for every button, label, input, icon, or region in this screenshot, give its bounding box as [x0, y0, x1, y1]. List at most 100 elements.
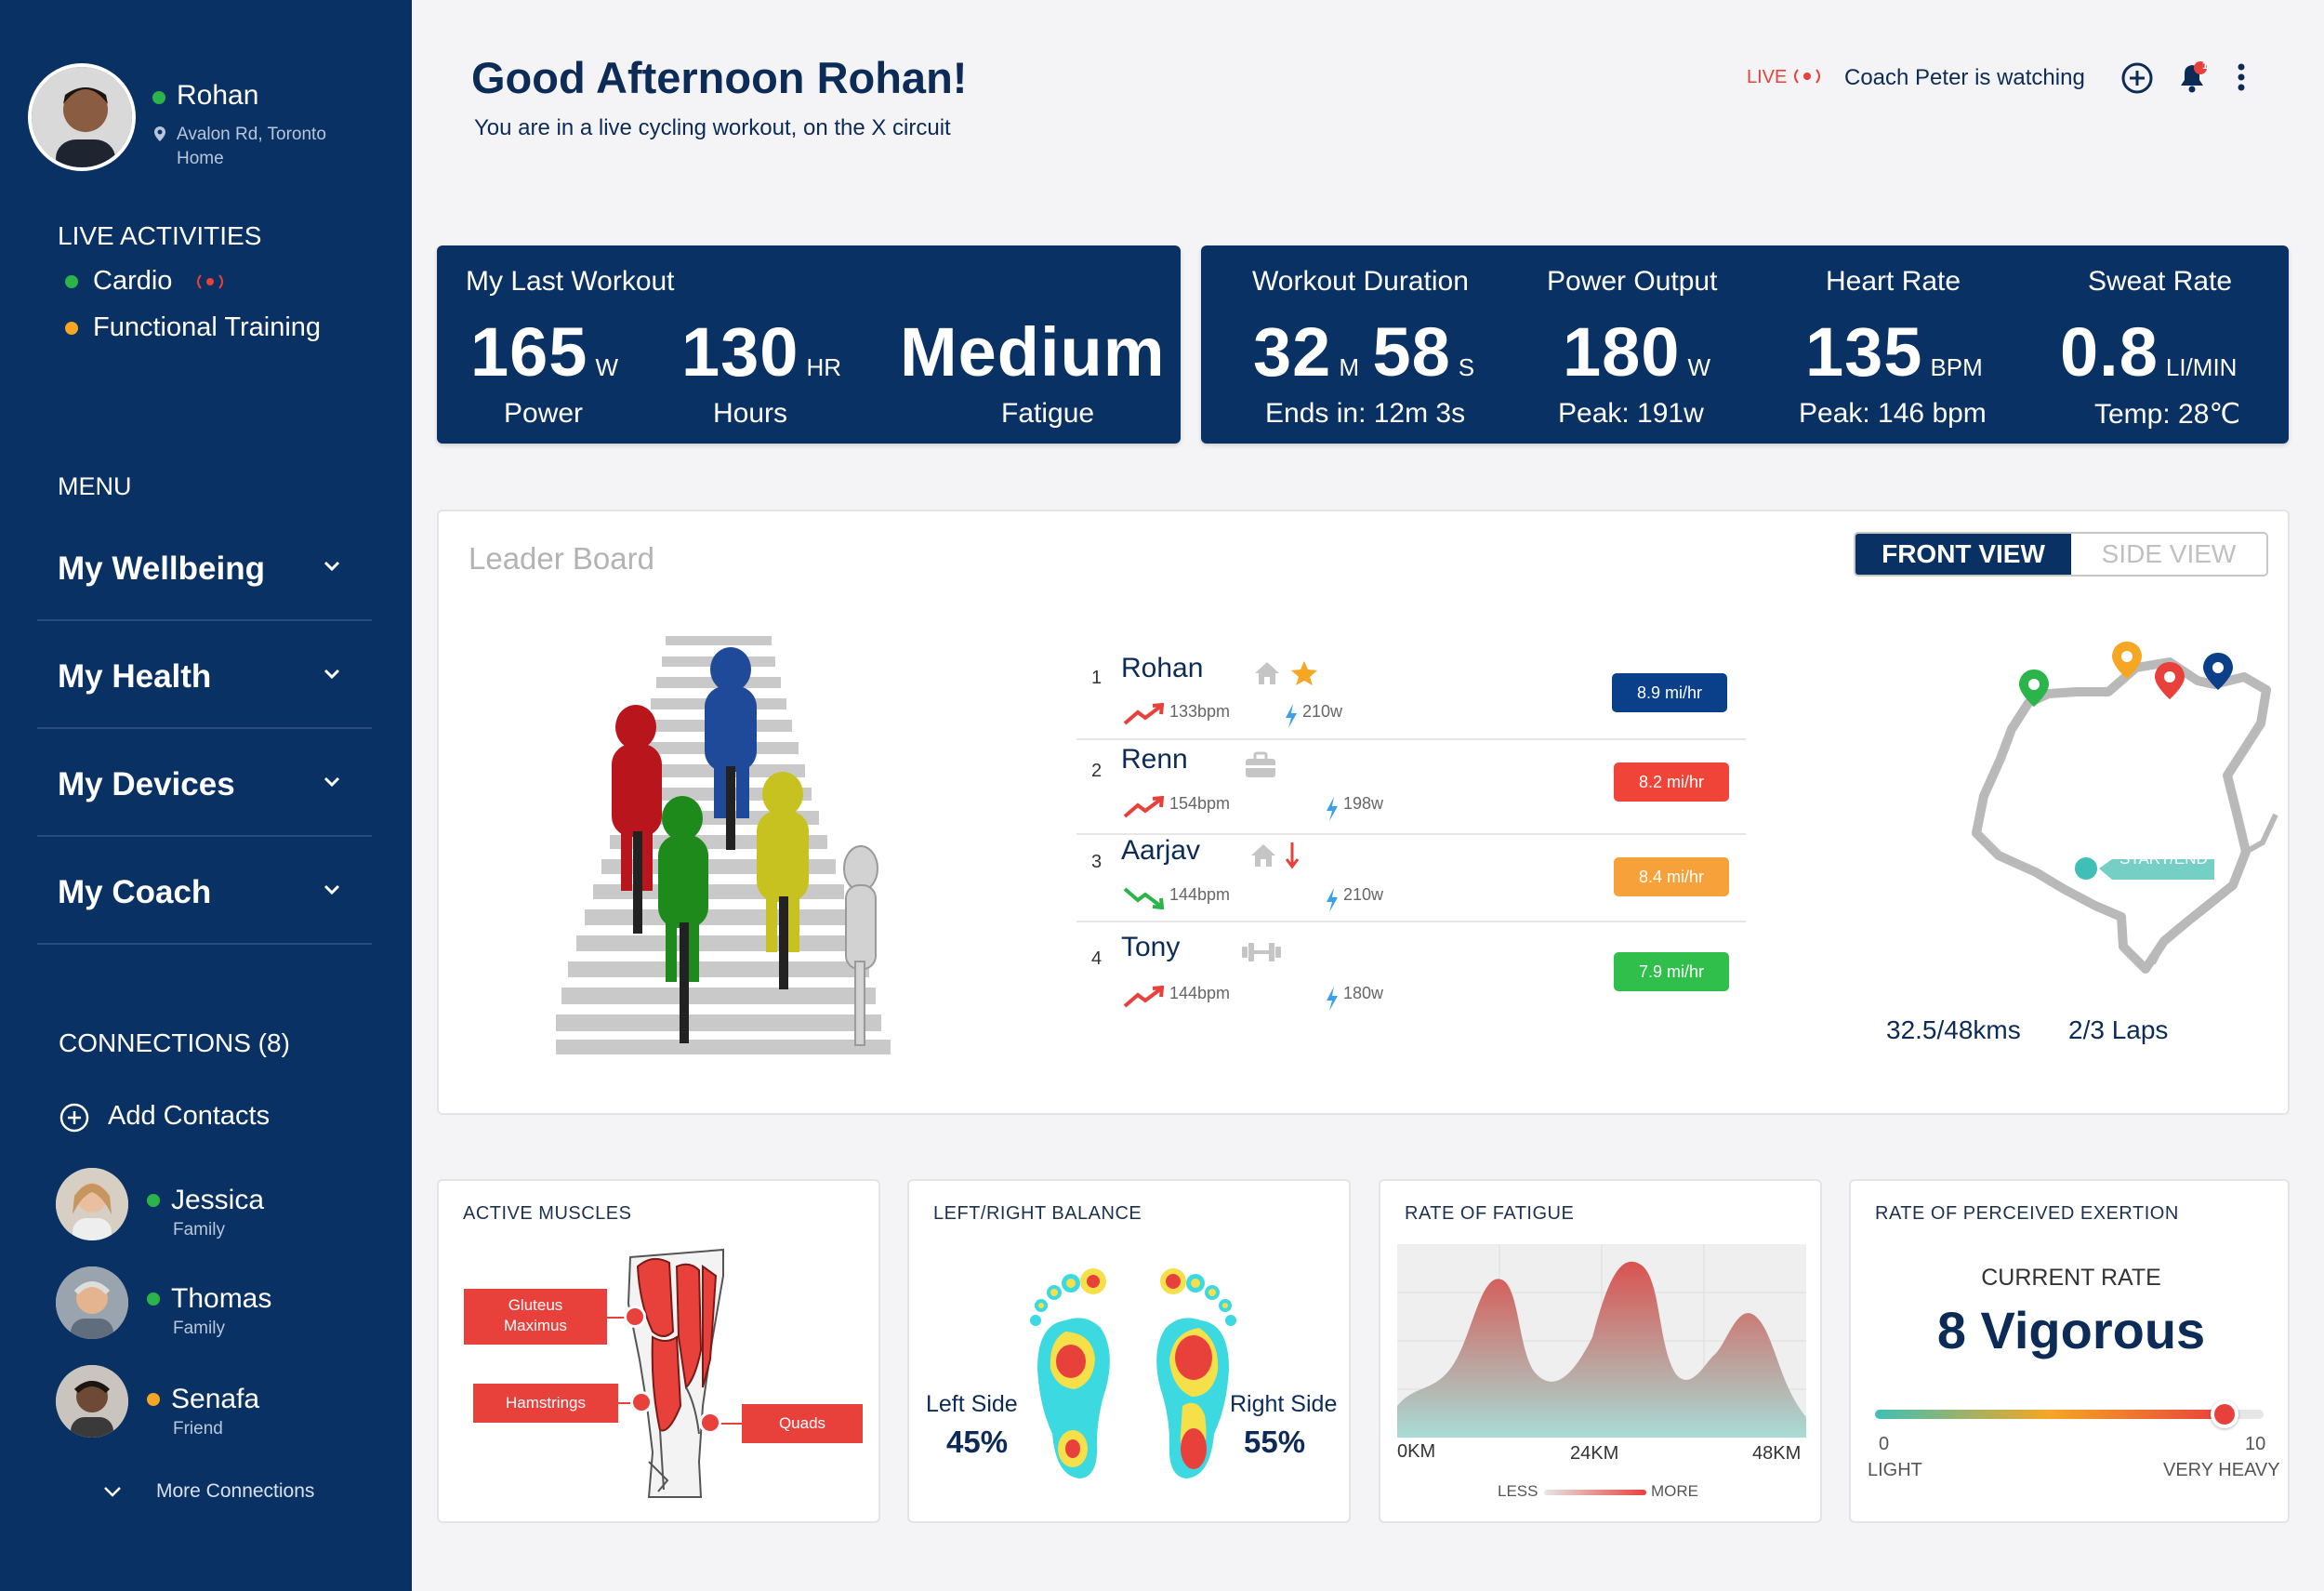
- leaderboard-card: Leader Board FRONT VIEW SIDE VIEW: [437, 510, 2290, 1115]
- exertion-title: RATE OF PERCEIVED EXERTION: [1875, 1203, 2179, 1224]
- contact-relation: Friend: [173, 1419, 223, 1439]
- current-rate-value: 8 Vigorous: [1936, 1301, 2206, 1359]
- duration-minutes-unit: M: [1339, 353, 1359, 381]
- connections-heading: CONNECTIONS (8): [59, 1028, 290, 1057]
- contact-name[interactable]: Thomas: [171, 1283, 272, 1314]
- rider-name[interactable]: Renn: [1121, 744, 1188, 775]
- leg-muscle-illustration: [627, 1248, 724, 1498]
- fatigue-area-chart: [1397, 1244, 1806, 1438]
- x-tick: 48KM: [1752, 1443, 1802, 1464]
- chevron-down-icon: [324, 561, 340, 572]
- menu-label: My Coach: [58, 874, 212, 910]
- more-vertical-icon[interactable]: [2234, 60, 2249, 95]
- chevron-down-icon[interactable]: [100, 1482, 125, 1501]
- rider-name[interactable]: Tony: [1121, 932, 1181, 962]
- sweat-rate-value: 0.8 LI/MIN: [2060, 312, 2237, 391]
- power-output-footer: Peak: 191w: [1558, 398, 1704, 429]
- chevron-down-icon: [324, 884, 340, 895]
- rider-watts: 210w: [1302, 702, 1343, 721]
- last-workout-power: 165 W: [470, 312, 619, 391]
- exertion-card: RATE OF PERCEIVED EXERTION CURRENT RATE …: [1849, 1179, 2290, 1523]
- menu-my-wellbeing[interactable]: My Wellbeing: [37, 513, 372, 621]
- menu-my-devices[interactable]: My Devices: [37, 729, 372, 837]
- rider-bpm: 133bpm: [1169, 702, 1231, 721]
- contact-avatar-jessica[interactable]: [56, 1168, 128, 1240]
- quads-label[interactable]: Quads: [742, 1404, 863, 1443]
- live-broadcast-icon: [1794, 69, 1820, 84]
- main-content: Good Afternoon Rohan! You are in a live …: [412, 0, 2324, 1591]
- notification-count: 1: [2201, 60, 2209, 72]
- right-foot-heatmap: [1156, 1268, 1236, 1478]
- dumbbell-icon: [1242, 943, 1281, 961]
- active-muscles-card: ACTIVE MUSCLES Gluteus Maximus Hamstring…: [437, 1179, 880, 1523]
- fatigue-card: RATE OF FATIGUE 0KM 24KM 48KM LESS MORE: [1379, 1179, 1822, 1523]
- leaderboard-title: Leader Board: [469, 541, 654, 576]
- live-stats-card: Workout Duration 32 M 58 S Ends in: 12m 3s…: [1201, 245, 2289, 444]
- track-laps: 2/3 Laps: [2068, 1015, 2169, 1044]
- track-distance: 32.5/48kms: [1886, 1015, 2021, 1044]
- contact-avatar-senafa[interactable]: [56, 1365, 128, 1438]
- contact-avatar-thomas[interactable]: [56, 1266, 128, 1339]
- lightning-icon: [1327, 797, 1338, 821]
- duration-seconds: 58: [1372, 313, 1451, 391]
- row-divider: [1076, 833, 1746, 835]
- last-workout-title: My Last Workout: [466, 266, 675, 297]
- exertion-slider-fill: [1875, 1410, 2225, 1419]
- rider-name[interactable]: Aarjav: [1121, 835, 1201, 866]
- exertion-slider-track[interactable]: [1875, 1400, 2264, 1428]
- sweat-rate-title: Sweat Rate: [2088, 266, 2233, 297]
- power-label: Power: [504, 398, 584, 429]
- lightning-icon: [1327, 888, 1338, 912]
- contact-name[interactable]: Senafa: [171, 1384, 260, 1414]
- contact-name[interactable]: Jessica: [171, 1185, 265, 1215]
- heart-rate-value: 135 BPM: [1805, 312, 1983, 391]
- slider-max-label: VERY HEAVY: [2163, 1460, 2280, 1480]
- rider-bpm: 154bpm: [1169, 794, 1231, 813]
- map-pin-icon: [2203, 653, 2233, 690]
- page-title: Good Afternoon Rohan!: [471, 53, 968, 102]
- trend-up-icon: [1123, 986, 1165, 1008]
- map-pin-icon: [2155, 662, 2185, 699]
- rank-number: 1: [1091, 668, 1103, 688]
- muscle-marker: [699, 1412, 721, 1434]
- front-view-tab[interactable]: FRONT VIEW: [1855, 534, 2071, 575]
- user-location: Avalon Rd, Toronto: [177, 125, 326, 144]
- slider-min: 0: [1879, 1434, 1890, 1454]
- rank-number: 3: [1091, 852, 1103, 872]
- live-indicator: LIVE: [1747, 67, 1788, 87]
- rider-watts: 180w: [1343, 984, 1384, 1002]
- gluteus-label[interactable]: Gluteus Maximus: [464, 1289, 607, 1345]
- live-item-functional[interactable]: Functional Training: [93, 312, 322, 342]
- arrow-down-icon: [1285, 842, 1300, 869]
- add-icon[interactable]: [2120, 61, 2154, 95]
- coach-status: Coach Peter is watching: [1844, 65, 2085, 90]
- legend-more: MORE: [1651, 1482, 1698, 1500]
- contact-status-dot: [147, 1293, 160, 1306]
- user-name: Rohan: [177, 80, 259, 111]
- slider-max: 10: [2245, 1434, 2266, 1454]
- view-toggle: FRONT VIEW SIDE VIEW: [1854, 532, 2268, 577]
- muscle-connector: [607, 1317, 635, 1319]
- fatigue-legend-gradient: [1544, 1490, 1646, 1495]
- rider-speed-badge: 7.9 mi/hr: [1614, 952, 1729, 991]
- hamstrings-label[interactable]: Hamstrings: [473, 1384, 618, 1423]
- user-avatar[interactable]: [28, 63, 136, 171]
- duration-seconds-unit: S: [1458, 353, 1475, 381]
- rider-watts: 198w: [1343, 794, 1384, 813]
- trend-up-icon: [1123, 796, 1165, 818]
- notification-bell-icon[interactable]: [2173, 60, 2211, 97]
- menu-my-coach[interactable]: My Coach: [37, 837, 372, 945]
- x-tick: 0KM: [1397, 1441, 1436, 1462]
- live-item-cardio[interactable]: Cardio: [93, 266, 173, 296]
- add-circle-icon[interactable]: [59, 1103, 89, 1133]
- home-icon: [1251, 844, 1275, 867]
- add-contacts-button[interactable]: Add Contacts: [108, 1101, 271, 1131]
- menu-my-health[interactable]: My Health: [37, 621, 372, 729]
- more-connections-link[interactable]: More Connections: [156, 1480, 315, 1502]
- start-end-label: START/END: [2119, 850, 2208, 868]
- hours-unit: HR: [806, 353, 842, 381]
- side-view-tab[interactable]: SIDE VIEW: [2101, 539, 2237, 568]
- exertion-slider-handle[interactable]: [2211, 1400, 2239, 1428]
- muscle-marker: [630, 1391, 653, 1413]
- rider-name[interactable]: Rohan: [1121, 653, 1204, 683]
